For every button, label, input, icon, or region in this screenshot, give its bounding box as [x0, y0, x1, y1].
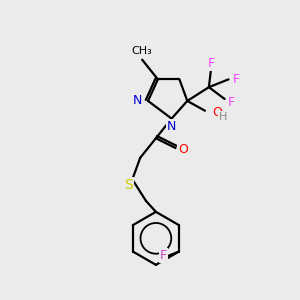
Text: F: F — [233, 73, 240, 86]
Text: CH₃: CH₃ — [132, 46, 152, 56]
Text: N: N — [133, 94, 142, 107]
Text: H: H — [218, 112, 227, 122]
Text: S: S — [124, 178, 133, 192]
Text: N: N — [167, 120, 176, 133]
Text: O: O — [178, 143, 188, 157]
Text: F: F — [207, 57, 214, 70]
Text: O: O — [212, 106, 222, 119]
Text: F: F — [160, 249, 167, 262]
Text: F: F — [228, 96, 235, 110]
